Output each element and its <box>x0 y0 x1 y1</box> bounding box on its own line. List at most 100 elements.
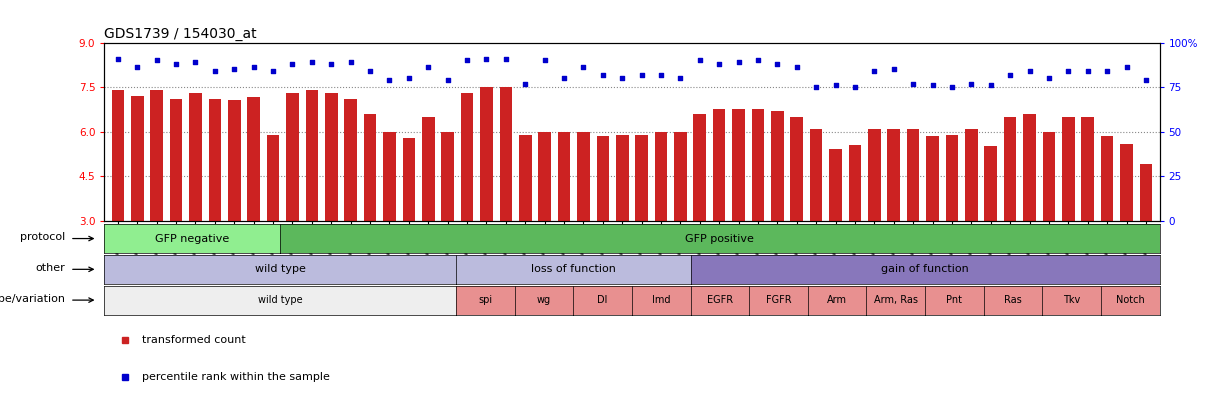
Bar <box>636 134 648 221</box>
Bar <box>674 132 687 221</box>
Bar <box>383 132 396 221</box>
Bar <box>790 117 804 221</box>
Bar <box>693 114 706 221</box>
Point <box>709 61 729 67</box>
Point <box>225 66 244 72</box>
Bar <box>1063 117 1075 221</box>
Text: Notch: Notch <box>1115 295 1145 305</box>
Bar <box>849 145 861 221</box>
Point <box>496 55 515 62</box>
Point <box>1079 68 1098 74</box>
Text: FGFR: FGFR <box>766 295 791 305</box>
Bar <box>480 87 493 221</box>
Bar <box>655 132 667 221</box>
Text: wild type: wild type <box>258 295 303 305</box>
Bar <box>402 138 415 221</box>
Point <box>573 64 593 71</box>
Text: percentile rank within the sample: percentile rank within the sample <box>142 372 330 382</box>
Point <box>166 61 185 67</box>
Point <box>128 64 147 71</box>
Bar <box>616 134 628 221</box>
Bar <box>209 99 221 221</box>
Bar <box>1120 143 1133 221</box>
Text: Pnt: Pnt <box>946 295 962 305</box>
Bar <box>151 90 163 221</box>
Point <box>361 68 380 74</box>
Text: Imd: Imd <box>652 295 670 305</box>
Bar <box>887 129 901 221</box>
Text: protocol: protocol <box>20 232 65 242</box>
Point <box>865 68 885 74</box>
Point <box>980 82 1000 89</box>
Point <box>341 59 361 65</box>
Text: Arm, Ras: Arm, Ras <box>874 295 918 305</box>
Bar <box>558 132 571 221</box>
Bar <box>926 136 939 221</box>
Point <box>1059 68 1079 74</box>
Bar <box>345 99 357 221</box>
Bar <box>752 109 764 221</box>
Point <box>244 64 264 71</box>
Bar <box>966 129 978 221</box>
Bar <box>539 132 551 221</box>
Point <box>806 84 826 90</box>
Text: gain of function: gain of function <box>881 264 969 274</box>
Bar <box>984 147 998 221</box>
Bar <box>1081 117 1094 221</box>
Point <box>612 75 632 81</box>
Point <box>476 55 496 62</box>
Point <box>1136 77 1156 83</box>
Text: transformed count: transformed count <box>142 335 247 345</box>
Text: loss of function: loss of function <box>531 264 616 274</box>
Point <box>185 59 205 65</box>
Point <box>147 57 167 64</box>
Point <box>302 59 321 65</box>
Bar <box>422 117 434 221</box>
Bar <box>112 90 124 221</box>
Point <box>458 57 477 64</box>
Point <box>1117 64 1136 71</box>
Bar <box>248 98 260 221</box>
Point <box>1097 68 1117 74</box>
Point <box>282 61 302 67</box>
Text: Arm: Arm <box>827 295 847 305</box>
Bar <box>228 100 240 221</box>
Bar <box>499 87 512 221</box>
Bar <box>1140 164 1152 221</box>
Text: other: other <box>36 263 65 273</box>
Point <box>205 68 225 74</box>
Point <box>787 64 806 71</box>
Text: Ras: Ras <box>1004 295 1022 305</box>
Bar <box>266 134 280 221</box>
Point <box>729 59 748 65</box>
Bar <box>907 129 919 221</box>
Text: Tkv: Tkv <box>1063 295 1080 305</box>
Bar <box>363 114 377 221</box>
Point <box>379 77 399 83</box>
Point <box>264 68 283 74</box>
Point <box>535 57 555 64</box>
Bar <box>442 132 454 221</box>
Point <box>418 64 438 71</box>
Point <box>1000 71 1020 78</box>
Text: GFP negative: GFP negative <box>155 234 229 243</box>
Bar <box>829 149 842 221</box>
Point <box>923 82 942 89</box>
Point <box>593 71 612 78</box>
Text: wg: wg <box>537 295 551 305</box>
Point <box>942 84 962 90</box>
Point <box>108 55 128 62</box>
Bar <box>771 111 784 221</box>
Point <box>690 57 709 64</box>
Point <box>1020 68 1039 74</box>
Text: spi: spi <box>479 295 492 305</box>
Bar <box>1023 114 1036 221</box>
Point <box>515 80 535 87</box>
Bar <box>306 90 318 221</box>
Bar <box>519 134 531 221</box>
Point <box>748 57 768 64</box>
Text: Dl: Dl <box>598 295 607 305</box>
Text: genotype/variation: genotype/variation <box>0 294 65 304</box>
Bar <box>286 93 298 221</box>
Text: GDS1739 / 154030_at: GDS1739 / 154030_at <box>104 28 256 41</box>
